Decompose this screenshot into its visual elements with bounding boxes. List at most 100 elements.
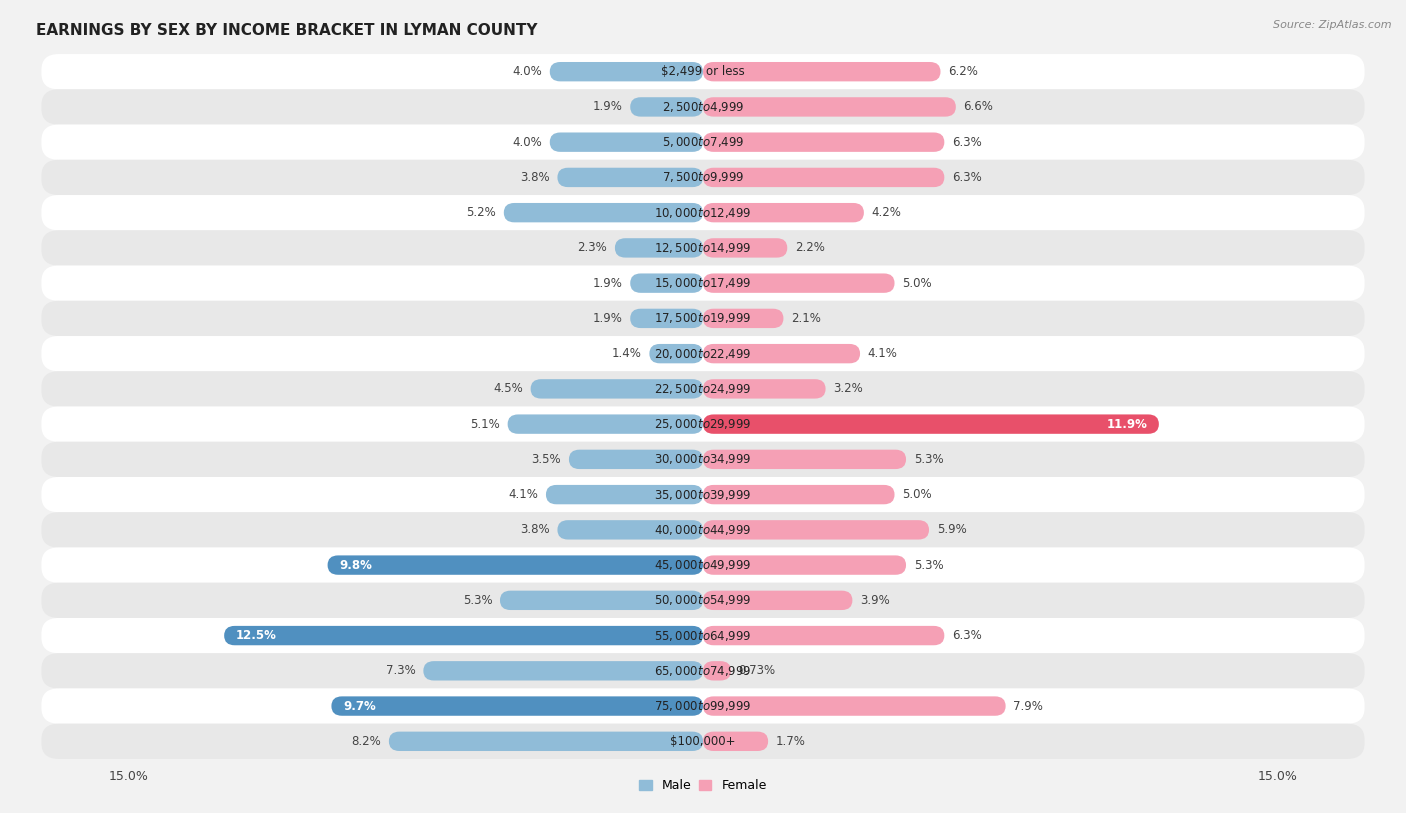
FancyBboxPatch shape [703, 62, 941, 81]
FancyBboxPatch shape [703, 732, 768, 751]
FancyBboxPatch shape [41, 89, 1365, 124]
FancyBboxPatch shape [41, 301, 1365, 336]
Text: 2.2%: 2.2% [794, 241, 825, 254]
Text: $17,500 to $19,999: $17,500 to $19,999 [654, 311, 752, 325]
FancyBboxPatch shape [41, 512, 1365, 547]
FancyBboxPatch shape [703, 591, 852, 610]
Text: $5,000 to $7,499: $5,000 to $7,499 [662, 135, 744, 149]
FancyBboxPatch shape [703, 697, 1005, 715]
Text: 9.8%: 9.8% [339, 559, 373, 572]
FancyBboxPatch shape [703, 238, 787, 258]
Text: $40,000 to $44,999: $40,000 to $44,999 [654, 523, 752, 537]
Text: $10,000 to $12,499: $10,000 to $12,499 [654, 206, 752, 220]
Text: 4.0%: 4.0% [512, 65, 543, 78]
Text: 5.3%: 5.3% [463, 593, 492, 606]
FancyBboxPatch shape [423, 661, 703, 680]
FancyBboxPatch shape [703, 661, 731, 680]
FancyBboxPatch shape [703, 344, 860, 363]
FancyBboxPatch shape [703, 309, 783, 328]
FancyBboxPatch shape [389, 732, 703, 751]
FancyBboxPatch shape [703, 273, 894, 293]
Text: 6.6%: 6.6% [963, 101, 994, 114]
Text: $35,000 to $39,999: $35,000 to $39,999 [654, 488, 752, 502]
Text: $15,000 to $17,499: $15,000 to $17,499 [654, 276, 752, 290]
Text: 12.5%: 12.5% [236, 629, 277, 642]
Text: 1.4%: 1.4% [612, 347, 641, 360]
FancyBboxPatch shape [41, 160, 1365, 195]
Text: EARNINGS BY SEX BY INCOME BRACKET IN LYMAN COUNTY: EARNINGS BY SEX BY INCOME BRACKET IN LYM… [35, 23, 537, 38]
Text: 4.0%: 4.0% [512, 136, 543, 149]
FancyBboxPatch shape [703, 133, 945, 152]
Text: 4.5%: 4.5% [494, 382, 523, 395]
Text: 6.3%: 6.3% [952, 171, 981, 184]
Text: $100,000+: $100,000+ [671, 735, 735, 748]
FancyBboxPatch shape [703, 415, 1159, 434]
FancyBboxPatch shape [41, 266, 1365, 301]
Text: 3.5%: 3.5% [531, 453, 561, 466]
FancyBboxPatch shape [41, 477, 1365, 512]
FancyBboxPatch shape [703, 203, 863, 222]
Text: 2.1%: 2.1% [792, 312, 821, 325]
FancyBboxPatch shape [550, 133, 703, 152]
Text: 9.7%: 9.7% [343, 699, 375, 712]
FancyBboxPatch shape [41, 689, 1365, 724]
FancyBboxPatch shape [630, 98, 703, 116]
FancyBboxPatch shape [41, 618, 1365, 653]
FancyBboxPatch shape [546, 485, 703, 504]
Text: 8.2%: 8.2% [352, 735, 381, 748]
FancyBboxPatch shape [530, 379, 703, 398]
FancyBboxPatch shape [650, 344, 703, 363]
FancyBboxPatch shape [501, 591, 703, 610]
Text: 11.9%: 11.9% [1107, 418, 1147, 431]
FancyBboxPatch shape [614, 238, 703, 258]
Text: $65,000 to $74,999: $65,000 to $74,999 [654, 664, 752, 678]
Text: 5.3%: 5.3% [914, 559, 943, 572]
FancyBboxPatch shape [41, 54, 1365, 89]
Text: 7.9%: 7.9% [1014, 699, 1043, 712]
FancyBboxPatch shape [41, 724, 1365, 759]
Text: 6.3%: 6.3% [952, 629, 981, 642]
Legend: Male, Female: Male, Female [634, 774, 772, 798]
Text: $30,000 to $34,999: $30,000 to $34,999 [654, 452, 752, 467]
FancyBboxPatch shape [703, 520, 929, 540]
FancyBboxPatch shape [41, 372, 1365, 406]
FancyBboxPatch shape [703, 379, 825, 398]
FancyBboxPatch shape [41, 547, 1365, 583]
Text: 6.3%: 6.3% [952, 136, 981, 149]
Text: 1.9%: 1.9% [593, 101, 623, 114]
Text: 0.73%: 0.73% [738, 664, 776, 677]
Text: $20,000 to $22,499: $20,000 to $22,499 [654, 346, 752, 361]
Text: 1.9%: 1.9% [593, 276, 623, 289]
Text: $75,000 to $99,999: $75,000 to $99,999 [654, 699, 752, 713]
Text: Source: ZipAtlas.com: Source: ZipAtlas.com [1274, 20, 1392, 30]
FancyBboxPatch shape [503, 203, 703, 222]
FancyBboxPatch shape [703, 626, 945, 646]
FancyBboxPatch shape [41, 406, 1365, 441]
FancyBboxPatch shape [508, 415, 703, 434]
Text: 5.9%: 5.9% [936, 524, 966, 537]
FancyBboxPatch shape [703, 450, 905, 469]
Text: 5.0%: 5.0% [903, 276, 932, 289]
Text: 3.8%: 3.8% [520, 524, 550, 537]
Text: $25,000 to $29,999: $25,000 to $29,999 [654, 417, 752, 431]
Text: 4.2%: 4.2% [872, 207, 901, 220]
Text: $7,500 to $9,999: $7,500 to $9,999 [662, 171, 744, 185]
Text: $45,000 to $49,999: $45,000 to $49,999 [654, 558, 752, 572]
Text: $22,500 to $24,999: $22,500 to $24,999 [654, 382, 752, 396]
Text: $50,000 to $54,999: $50,000 to $54,999 [654, 593, 752, 607]
FancyBboxPatch shape [557, 167, 703, 187]
FancyBboxPatch shape [224, 626, 703, 646]
Text: 1.7%: 1.7% [776, 735, 806, 748]
Text: $12,500 to $14,999: $12,500 to $14,999 [654, 241, 752, 255]
Text: 3.8%: 3.8% [520, 171, 550, 184]
Text: 4.1%: 4.1% [868, 347, 897, 360]
Text: 5.1%: 5.1% [470, 418, 501, 431]
Text: 4.1%: 4.1% [509, 488, 538, 501]
Text: $2,499 or less: $2,499 or less [661, 65, 745, 78]
FancyBboxPatch shape [703, 555, 905, 575]
FancyBboxPatch shape [630, 273, 703, 293]
FancyBboxPatch shape [569, 450, 703, 469]
Text: 3.9%: 3.9% [860, 593, 890, 606]
Text: 5.2%: 5.2% [467, 207, 496, 220]
Text: 2.3%: 2.3% [578, 241, 607, 254]
